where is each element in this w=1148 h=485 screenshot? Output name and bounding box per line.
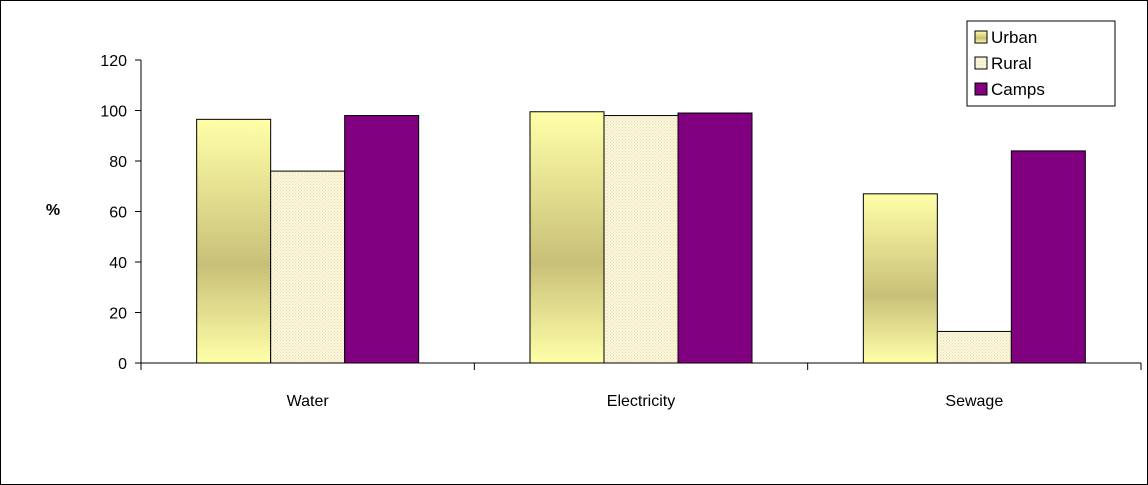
bar-urban-electricity — [529, 111, 605, 364]
bar-urban-sewage — [862, 193, 938, 364]
bar-camps-water — [344, 115, 420, 364]
bar-urban-water — [196, 118, 272, 364]
bar-camps-sewage — [1010, 150, 1086, 364]
legend-swatch-urban — [974, 30, 988, 44]
x-category-label: Electricity — [607, 393, 675, 410]
bar-rural-electricity — [603, 115, 679, 364]
legend-swatch-camps — [974, 82, 988, 96]
bars — [196, 111, 1086, 364]
legend-label-rural: Rural — [991, 54, 1032, 73]
legend-swatch-rural — [974, 56, 988, 70]
x-category-label: Water — [287, 393, 330, 410]
labels: 0 20 40 60 80 100 120 Water Electricity Sewage — [100, 53, 1003, 410]
bar-camps-electricity — [677, 112, 753, 364]
legend-label-camps: Camps — [991, 80, 1045, 99]
bar-rural-water — [270, 170, 346, 364]
y-tick-label: 100 — [100, 104, 127, 121]
y-tick-label: 40 — [109, 255, 127, 272]
y-tick-label: 0 — [118, 356, 127, 373]
y-tick-label: 80 — [109, 154, 127, 171]
y-tick-label: 60 — [109, 205, 127, 222]
legend-box — [966, 20, 1116, 107]
legend: Urban Rural Camps — [966, 20, 1116, 107]
y-axis-label: % — [46, 202, 60, 219]
y-tick-label: 120 — [100, 53, 127, 70]
legend-label-urban: Urban — [991, 28, 1037, 47]
y-tick-label: 20 — [109, 306, 127, 323]
bar-rural-sewage — [936, 330, 1012, 364]
x-category-label: Sewage — [945, 393, 1003, 410]
